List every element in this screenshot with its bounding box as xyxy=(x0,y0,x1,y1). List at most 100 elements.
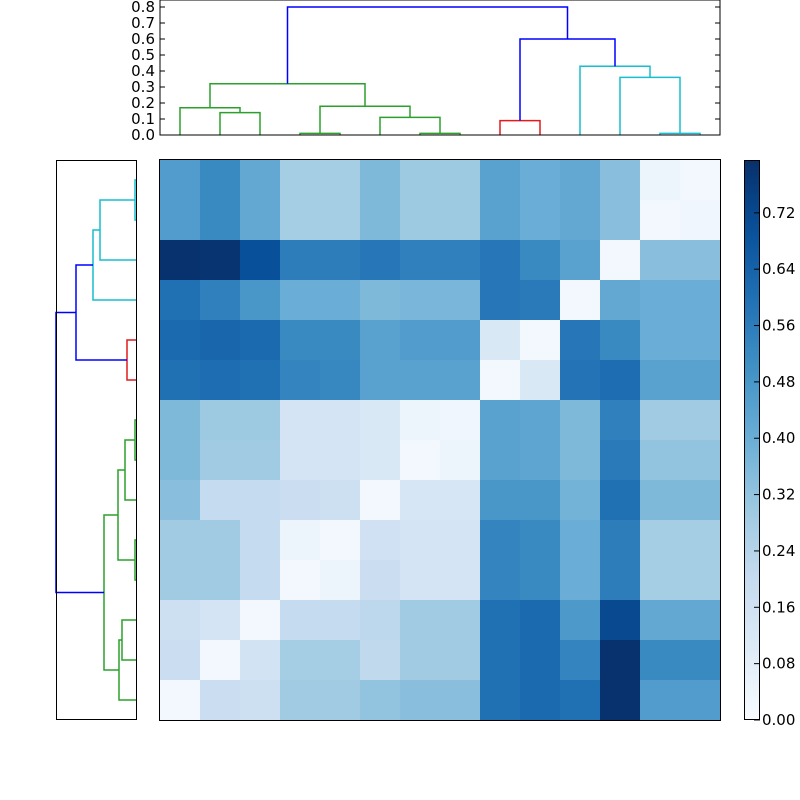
heatmap-cell xyxy=(280,200,320,240)
dendrogram-link xyxy=(219,111,261,135)
heatmap-cell xyxy=(480,680,520,720)
heatmap-cell xyxy=(360,200,400,240)
heatmap-cell xyxy=(480,200,520,240)
heatmap-cell xyxy=(320,560,360,600)
heatmap-cell xyxy=(640,280,680,320)
heatmap-cell xyxy=(320,480,360,520)
heatmap-cell xyxy=(280,280,320,320)
heatmap-cell xyxy=(240,280,280,320)
dendrogram-link xyxy=(619,76,681,135)
colorbar xyxy=(744,160,760,720)
heatmap-cell xyxy=(440,240,480,280)
heatmap-cell xyxy=(200,320,240,360)
dendrogram-y-tick-label: 0.2 xyxy=(131,94,155,112)
heatmap-cell xyxy=(440,320,480,360)
heatmap-cell xyxy=(640,440,680,480)
heatmap-cell xyxy=(400,160,440,200)
heatmap-cell xyxy=(600,160,640,200)
heatmap-cell xyxy=(400,280,440,320)
dendrogram-link xyxy=(103,514,119,671)
heatmap-cell xyxy=(600,680,640,720)
heatmap-cell xyxy=(400,560,440,600)
heatmap-cell xyxy=(280,480,320,520)
heatmap-cell xyxy=(440,480,480,520)
colorbar-tick-label: 0.16 xyxy=(762,598,795,616)
heatmap-cell xyxy=(640,240,680,280)
heatmap-cell xyxy=(160,280,200,320)
heatmap-cell xyxy=(600,400,640,440)
heatmap-cell xyxy=(240,560,280,600)
heatmap-cell xyxy=(280,440,320,480)
heatmap-cell xyxy=(400,480,440,520)
heatmap-cell xyxy=(400,240,440,280)
heatmap-cell xyxy=(280,560,320,600)
heatmap-cell xyxy=(400,640,440,680)
heatmap-cell xyxy=(200,680,240,720)
heatmap-cell xyxy=(520,240,560,280)
heatmap-cell xyxy=(200,160,240,200)
left-dendrogram-links xyxy=(55,179,136,701)
heatmap-cell xyxy=(200,560,240,600)
heatmap-cell xyxy=(680,520,720,560)
heatmap-cell xyxy=(280,640,320,680)
heatmap-cell xyxy=(200,360,240,400)
heatmap-cell xyxy=(400,400,440,440)
heatmap-cell xyxy=(320,280,360,320)
heatmap-cell xyxy=(200,520,240,560)
heatmap-cell xyxy=(280,240,320,280)
heatmap-cell xyxy=(600,640,640,680)
heatmap-cell xyxy=(360,680,400,720)
heatmap-cell xyxy=(440,200,480,240)
dendrogram-y-tick-label: 0.1 xyxy=(131,110,155,128)
heatmap-cell xyxy=(240,520,280,560)
heatmap-cell xyxy=(640,600,680,640)
colorbar-tick-label: 0.56 xyxy=(762,317,795,335)
heatmap-cell xyxy=(680,160,720,200)
heatmap-cell xyxy=(200,440,240,480)
colorbar-tick-label: 0.64 xyxy=(762,260,795,278)
heatmap-cell xyxy=(520,320,560,360)
heatmap-cell xyxy=(560,200,600,240)
heatmap-cell xyxy=(160,440,200,480)
heatmap-cell xyxy=(320,240,360,280)
heatmap-cell xyxy=(440,640,480,680)
heatmap-cell xyxy=(240,640,280,680)
heatmap-cell xyxy=(200,240,240,280)
heatmap-cell xyxy=(520,640,560,680)
heatmap-cell xyxy=(480,480,520,520)
heatmap-cell xyxy=(560,160,600,200)
heatmap-cell xyxy=(160,640,200,680)
heatmap-cell xyxy=(360,240,400,280)
heatmap-cell xyxy=(280,520,320,560)
top-dendrogram-y-axis: 0.00.10.20.30.40.50.60.70.8 xyxy=(131,0,720,144)
heatmap-cell xyxy=(560,280,600,320)
heatmap-cell xyxy=(680,360,720,400)
heatmap-cell xyxy=(600,480,640,520)
heatmap-cell xyxy=(400,680,440,720)
heatmap-cell xyxy=(160,680,200,720)
heatmap-cell xyxy=(600,600,640,640)
heatmap-cell xyxy=(560,600,600,640)
heatmap-cell xyxy=(520,160,560,200)
heatmap-cell xyxy=(280,600,320,640)
heatmap-cell xyxy=(520,400,560,440)
colorbar-tick-label: 0.48 xyxy=(762,373,795,391)
heatmap-cell xyxy=(480,320,520,360)
heatmap-cell xyxy=(360,640,400,680)
top-dendrogram: 0.00.10.20.30.40.50.60.70.8 xyxy=(131,0,721,144)
heatmap-cell xyxy=(160,240,200,280)
heatmap-cell xyxy=(600,280,640,320)
dendrogram-link xyxy=(286,6,569,84)
heatmap-cell xyxy=(440,680,480,720)
heatmap-cell xyxy=(320,320,360,360)
dendrogram-link xyxy=(519,38,616,121)
heatmap-cell xyxy=(680,400,720,440)
heatmap-cell xyxy=(480,440,520,480)
heatmap-cell xyxy=(200,600,240,640)
heatmap-cell xyxy=(680,680,720,720)
dendrogram-y-tick-label: 0.7 xyxy=(131,14,155,32)
heatmap-cell xyxy=(480,400,520,440)
dendrogram-link xyxy=(209,83,366,108)
colorbar-tick-label: 0.40 xyxy=(762,429,795,447)
heatmap-cell xyxy=(160,520,200,560)
